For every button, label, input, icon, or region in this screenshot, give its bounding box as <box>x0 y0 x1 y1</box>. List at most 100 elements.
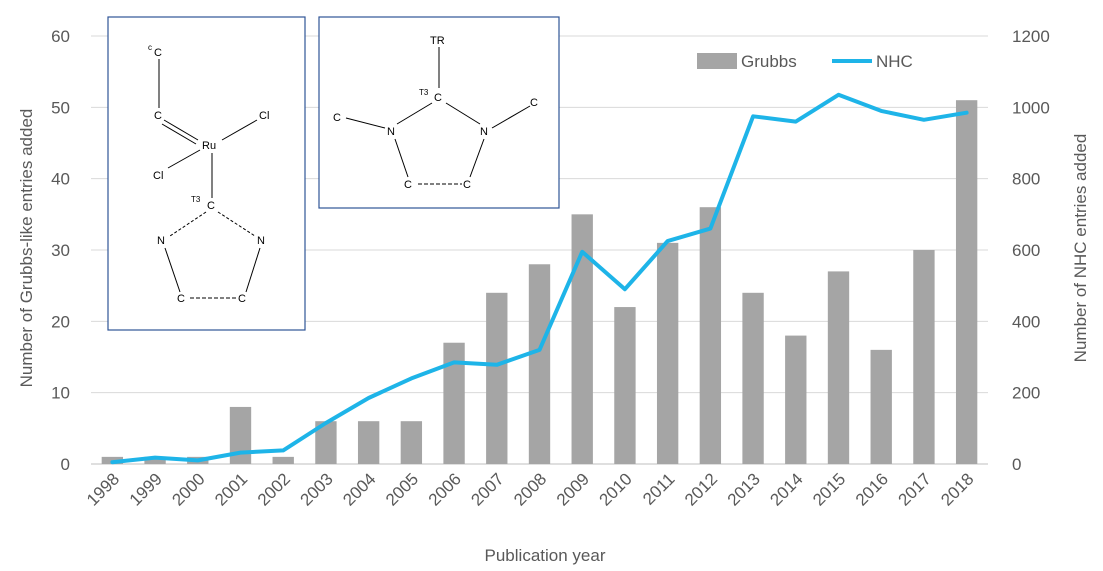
nhc-point-1999 <box>154 457 156 459</box>
atom-label: C <box>177 293 185 305</box>
nhc-point-2000 <box>197 459 199 461</box>
atom-label: C <box>463 179 471 191</box>
bar-2005 <box>400 421 423 464</box>
nhc-point-2018 <box>966 112 968 114</box>
x-axis-ticks: 1998 1999 2000 2001 2002 2003 2004 2005 2006 2007… <box>83 469 977 509</box>
atom-label: C <box>434 92 442 104</box>
atom-label: N <box>480 126 488 138</box>
atom-label: T3 <box>191 195 201 204</box>
bar-1999 <box>144 456 166 464</box>
atom-label: C <box>238 293 246 305</box>
nhc-point-2009 <box>581 251 583 253</box>
x-tick-label: 2017 <box>895 469 935 509</box>
nhc-point-2007 <box>496 364 498 366</box>
x-tick-label: 2003 <box>297 469 337 509</box>
atom-label: Ru <box>202 140 216 152</box>
x-tick-label: 2005 <box>382 469 422 509</box>
left-tick-label: 30 <box>51 241 70 260</box>
nhc-point-2002 <box>282 449 284 451</box>
nhc-point-1998 <box>111 461 113 463</box>
atom-label: N <box>257 235 265 247</box>
x-tick-label: 2010 <box>596 469 636 509</box>
right-tick-label: 1000 <box>1012 98 1050 117</box>
nhc-point-2011 <box>667 240 669 242</box>
bar-2016 <box>870 349 892 464</box>
atom-label: c <box>148 43 152 52</box>
bar-2002 <box>272 456 294 464</box>
bar-2015 <box>827 271 850 464</box>
x-tick-label: 2001 <box>211 469 251 509</box>
nhc-point-2015 <box>838 94 839 96</box>
atom-label: Cl <box>153 170 163 182</box>
right-tick-label: 0 <box>1012 455 1021 474</box>
right-axis-title: Number of NHC entries added <box>1071 134 1090 363</box>
bar-2013 <box>742 292 764 464</box>
atom-label: T3 <box>419 88 429 97</box>
bar-2003 <box>315 421 337 464</box>
atom-label: N <box>157 235 165 247</box>
bar-2006 <box>443 342 465 464</box>
atom-label: TR <box>430 35 445 47</box>
inset-frame <box>107 16 306 331</box>
legend: Grubbs NHC <box>697 52 913 71</box>
bar-2011 <box>656 242 679 464</box>
x-axis-title: Publication year <box>485 546 606 565</box>
atom-label: C <box>404 179 412 191</box>
x-tick-label: 2016 <box>852 469 892 509</box>
atom-label: C <box>207 200 215 212</box>
left-tick-label: 20 <box>51 312 70 331</box>
bar-2010 <box>614 307 636 464</box>
inset-nhc-structure: TR T3 C C N N C C C <box>318 16 560 209</box>
x-tick-label: 2006 <box>425 469 465 509</box>
inset-grubbs-structure: c C C Ru Cl Cl T3 C N N C C <box>107 16 306 331</box>
nhc-point-2004 <box>368 397 370 399</box>
atom-label: C <box>154 47 162 59</box>
x-tick-label: 2002 <box>254 469 294 509</box>
nhc-point-2001 <box>240 452 241 454</box>
nhc-point-2013 <box>752 115 754 117</box>
nhc-point-2014 <box>795 121 797 123</box>
right-tick-label: 1200 <box>1012 27 1050 46</box>
x-tick-label: 2011 <box>639 469 678 508</box>
left-tick-label: 50 <box>51 98 70 117</box>
x-tick-label: 2013 <box>724 469 764 509</box>
x-tick-label: 2004 <box>339 469 379 509</box>
bar-2001 <box>229 406 252 464</box>
x-tick-label: 2012 <box>681 469 721 509</box>
x-tick-label: 2014 <box>766 469 806 509</box>
atom-label: Cl <box>259 110 269 122</box>
nhc-point-2008 <box>539 349 540 351</box>
nhc-point-2003 <box>325 422 327 424</box>
x-tick-label: 1998 <box>83 469 123 509</box>
right-tick-label: 600 <box>1012 241 1040 260</box>
line-series-nhc <box>110 92 969 465</box>
right-tick-label: 400 <box>1012 312 1040 331</box>
x-tick-label: 2018 <box>937 469 977 509</box>
x-tick-label: 2015 <box>809 469 849 509</box>
right-axis-ticks: 0 200 400 600 800 1000 1200 <box>1012 27 1050 474</box>
atom-label: C <box>154 110 162 122</box>
atom-label: C <box>333 112 341 124</box>
bar-2008 <box>528 264 551 464</box>
left-axis-title: Number of Grubbs-like entries added <box>17 109 36 388</box>
left-tick-label: 10 <box>51 384 70 403</box>
x-tick-label: 2000 <box>168 469 208 509</box>
bar-2018 <box>955 100 978 464</box>
left-tick-label: 40 <box>51 170 70 189</box>
legend-swatch-grubbs <box>697 53 737 69</box>
bar-2009 <box>571 214 593 464</box>
atom-label: C <box>530 97 538 109</box>
nhc-point-2006 <box>453 361 455 363</box>
nhc-point-2010 <box>624 288 626 290</box>
right-tick-label: 200 <box>1012 384 1040 403</box>
bar-2017 <box>913 250 935 464</box>
nhc-point-2017 <box>923 119 925 121</box>
legend-label-grubbs: Grubbs <box>741 52 797 71</box>
atom-label: N <box>387 126 395 138</box>
nhc-point-2012 <box>709 228 711 230</box>
bar-2007 <box>486 292 508 464</box>
x-tick-label: 2007 <box>467 469 507 509</box>
x-tick-label: 2008 <box>510 469 550 509</box>
x-tick-label: 2009 <box>553 469 593 509</box>
